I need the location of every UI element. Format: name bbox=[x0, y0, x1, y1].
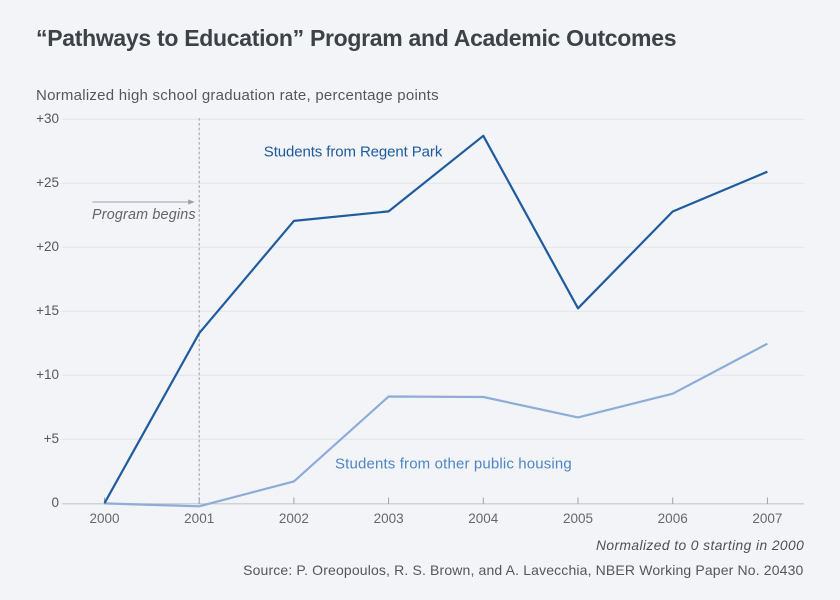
svg-text:2000: 2000 bbox=[89, 511, 119, 526]
svg-text:2001: 2001 bbox=[184, 511, 214, 526]
svg-text:+20: +20 bbox=[36, 239, 59, 254]
svg-text:+5: +5 bbox=[44, 431, 59, 446]
svg-text:Students from other public hou: Students from other public housing bbox=[335, 456, 572, 473]
svg-text:Students from Regent Park: Students from Regent Park bbox=[264, 144, 443, 161]
svg-text:2006: 2006 bbox=[658, 511, 688, 526]
svg-text:0: 0 bbox=[51, 495, 59, 510]
svg-text:2005: 2005 bbox=[563, 511, 593, 526]
svg-text:+15: +15 bbox=[36, 303, 59, 318]
svg-text:2007: 2007 bbox=[752, 511, 782, 526]
svg-text:+30: +30 bbox=[36, 111, 59, 126]
svg-text:Program begins: Program begins bbox=[92, 207, 196, 223]
svg-text:+25: +25 bbox=[36, 175, 59, 190]
svg-text:+10: +10 bbox=[36, 367, 59, 382]
svg-text:2002: 2002 bbox=[279, 511, 309, 526]
svg-text:2003: 2003 bbox=[374, 511, 404, 526]
svg-text:2004: 2004 bbox=[468, 511, 499, 526]
